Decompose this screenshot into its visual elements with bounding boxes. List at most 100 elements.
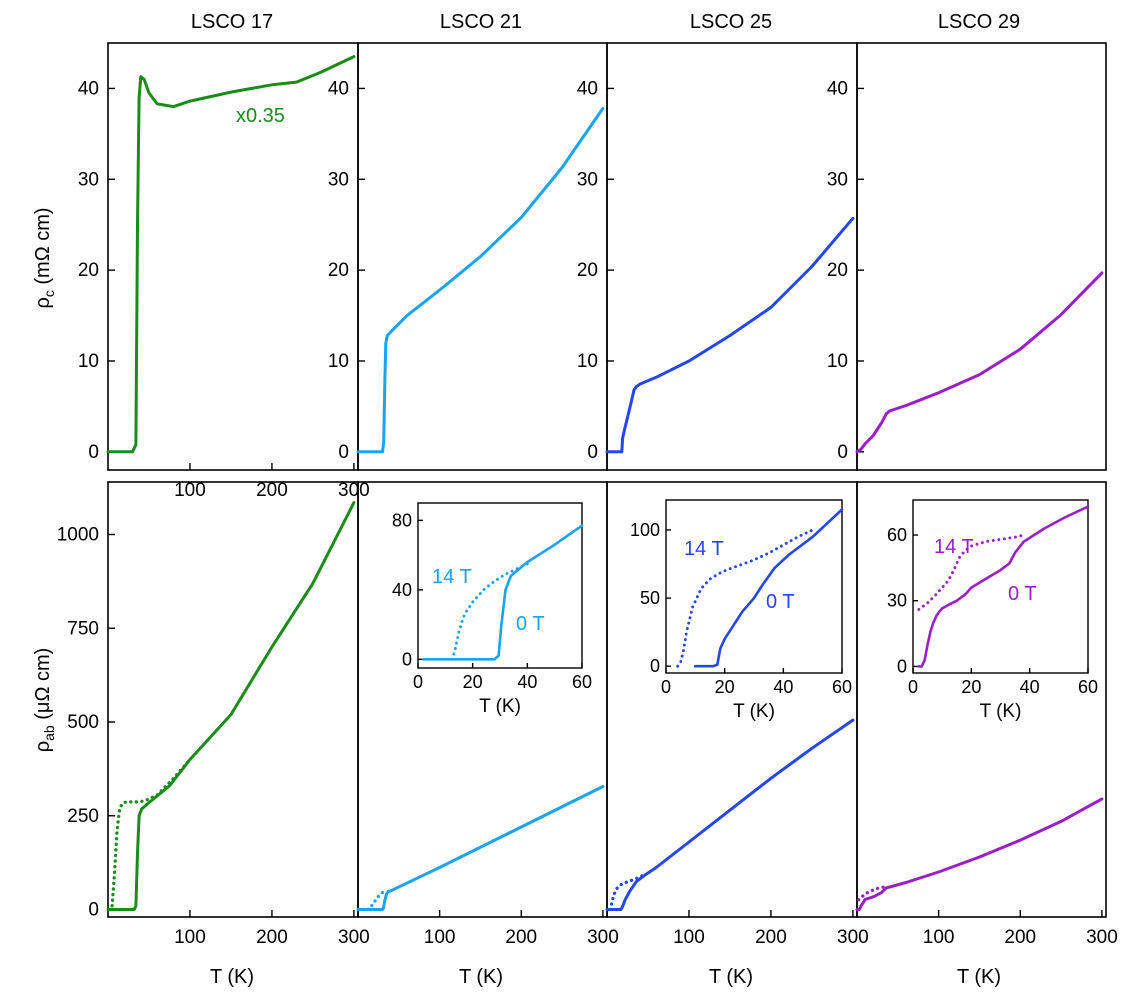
inset-lsco25-xtick-label: 60 <box>832 677 852 697</box>
rho-ab-lsco17-14t-line <box>110 757 192 908</box>
rho-ab-lsco17-0t-line <box>106 501 356 911</box>
rho-c-lsco25-ytick-label: 10 <box>577 351 598 372</box>
rho-c-lsco17-xtick-label: 200 <box>256 480 288 501</box>
inset-lsco29-14t-line <box>917 533 1026 611</box>
column-title-lsco17: LSCO 17 <box>191 11 273 33</box>
rho-ab-lsco17-ytick-label: 1000 <box>57 525 99 546</box>
rho-ab-lsco17-ytick-label: 0 <box>88 900 99 921</box>
rho-c-lsco29-frame <box>856 42 1107 471</box>
x-axis-title-lsco25: T (K) <box>709 966 753 988</box>
inset-lsco25-xtick-label: 0 <box>661 677 671 697</box>
rho-ab-lsco17-frame <box>107 481 359 918</box>
inset-lsco29-frame <box>912 499 1089 674</box>
rho-c-lsco29-ytick-label: 20 <box>827 260 848 281</box>
rho-ab-lsco17-xtick-label: 300 <box>338 927 370 948</box>
inset-lsco21-xtick-label: 20 <box>463 672 483 692</box>
inset-lsco25-0t-label: 0 T <box>766 591 795 613</box>
rho-c-lsco21-ytick-label: 0 <box>338 442 349 463</box>
rho-ab-lsco17-ytick-label: 750 <box>67 618 99 639</box>
inset-lsco25-xtick-label: 20 <box>715 677 735 697</box>
inset-lsco21-xtick-label: 40 <box>517 672 537 692</box>
inset-lsco29-0t-line <box>917 505 1090 668</box>
rho-c-lsco25-line <box>605 216 855 454</box>
rho-ab-lsco29-xtick-label: 300 <box>1086 927 1118 948</box>
rho-c-lsco21-ytick-label: 10 <box>328 351 349 372</box>
rho-c-lsco29-ytick-label: 40 <box>827 78 848 99</box>
top-y-axis-title: ρc (mΩ cm) <box>32 207 57 308</box>
inset-lsco21-14t-line <box>450 562 529 661</box>
inset-lsco25-14t-label: 14 T <box>684 538 724 560</box>
rho-ab-lsco29-xtick-label: 100 <box>923 927 955 948</box>
rho-c-lsco21-ytick-label: 20 <box>328 260 349 281</box>
rho-ab-lsco17-ytick-label: 250 <box>67 806 99 827</box>
inset-lsco25-ytick-label: 50 <box>640 588 660 608</box>
inset-lsco21-0t-label: 0 T <box>516 613 545 635</box>
rho-c-lsco17-ytick-label: 30 <box>78 169 99 190</box>
inset-lsco25-xtick-label: 40 <box>773 677 793 697</box>
rho-ab-lsco29-0t-line <box>855 797 1104 911</box>
rho-c-lsco29-line <box>855 271 1104 454</box>
inset-lsco21-xtick-label: 60 <box>572 672 592 692</box>
inset-lsco25-ytick-label: 100 <box>630 520 660 540</box>
rho-c-lsco21-ytick-label: 30 <box>328 169 349 190</box>
rho-ab-lsco25-xtick-label: 300 <box>837 927 869 948</box>
inset-lsco25-ytick-label: 0 <box>650 656 660 676</box>
inset-lsco21-ytick-label: 80 <box>392 510 412 530</box>
rho-c-lsco25-ytick-label: 0 <box>587 442 598 463</box>
rho-c-lsco17-xtick-label: 100 <box>174 480 206 501</box>
rho-c-lsco17-frame <box>107 42 359 471</box>
rho-ab-lsco21-xtick-label: 100 <box>424 927 456 948</box>
column-title-lsco25: LSCO 25 <box>690 11 772 33</box>
bottom-y-axis-title: ρab (μΩ cm) <box>32 648 57 753</box>
rho-ab-lsco25-xtick-label: 100 <box>673 927 705 948</box>
rho-ab-lsco17-xtick-label: 100 <box>174 927 206 948</box>
rho-ab-lsco17-xtick-label: 200 <box>256 927 288 948</box>
rho-c-lsco17-line <box>106 55 356 454</box>
rho-c-lsco25-ytick-label: 20 <box>577 260 598 281</box>
column-title-lsco29: LSCO 29 <box>938 11 1020 33</box>
rho-c-lsco21-line <box>356 106 605 454</box>
panels-group: 100 200 3000102030400102030400102030400102… <box>57 42 1118 948</box>
column-title-lsco21: LSCO 21 <box>440 11 522 33</box>
x-axis-title-lsco29: T (K) <box>957 966 1001 988</box>
inset-lsco25-x-axis-title: T (K) <box>733 701 775 722</box>
inset-lsco29-14t-label: 14 T <box>934 536 974 558</box>
rho-c-lsco25-ytick-label: 30 <box>577 169 598 190</box>
inset-lsco29-x-axis-title: T (K) <box>980 701 1022 722</box>
inset-lsco25-0t-line <box>693 508 844 668</box>
rho-ab-lsco25-0t-line <box>605 718 855 911</box>
rho-ab-lsco21-14t-line <box>366 889 389 912</box>
rho-c-lsco17-ytick-label: 40 <box>78 78 99 99</box>
inset-lsco21-ytick-label: 40 <box>392 580 412 600</box>
inset-lsco29-xtick-label: 60 <box>1078 677 1098 697</box>
inset-lsco29-0t-label: 0 T <box>1008 583 1037 605</box>
rho-c-lsco29-ytick-label: 30 <box>827 169 848 190</box>
rho-ab-lsco17-ytick-label: 500 <box>67 712 99 733</box>
inset-lsco25-14t-line <box>676 528 815 668</box>
rho-c-lsco29-ytick-label: 10 <box>827 351 848 372</box>
rho-c-lsco21-ytick-label: 40 <box>328 78 349 99</box>
inset-lsco29-ytick-label: 0 <box>897 656 907 676</box>
inset-lsco21-ytick-label: 0 <box>402 649 412 669</box>
rho-c-lsco25-ytick-label: 40 <box>577 78 598 99</box>
rho-c-lsco17-ytick-label: 10 <box>78 351 99 372</box>
inset-lsco21-x-axis-title: T (K) <box>479 696 521 717</box>
inset-lsco29-xtick-label: 40 <box>1020 677 1040 697</box>
rho-ab-lsco21-0t-line <box>356 785 605 911</box>
inset-lsco29-ytick-label: 60 <box>887 525 907 545</box>
inset-lsco25-frame <box>665 499 843 674</box>
inset-lsco21-14t-label: 14 T <box>432 566 472 588</box>
rho-c-lsco17-xtick-label: 300 <box>338 480 370 501</box>
rho-ab-lsco25-xtick-label: 200 <box>755 927 787 948</box>
x-axis-title-lsco17: T (K) <box>210 966 254 988</box>
rho-ab-lsco21-xtick-label: 200 <box>505 927 537 948</box>
rho-ab-lsco29-frame <box>856 481 1107 918</box>
inset-lsco21-0t-line <box>422 524 584 661</box>
rho-ab-lsco21-xtick-label: 300 <box>587 927 619 948</box>
inset-lsco29-xtick-label: 0 <box>908 677 918 697</box>
x-axis-title-lsco21: T (K) <box>459 966 503 988</box>
rho-c-lsco17-ytick-label: 20 <box>78 260 99 281</box>
inset-lsco29-ytick-label: 30 <box>887 591 907 611</box>
rho-ab-lsco29-xtick-label: 200 <box>1004 927 1036 948</box>
